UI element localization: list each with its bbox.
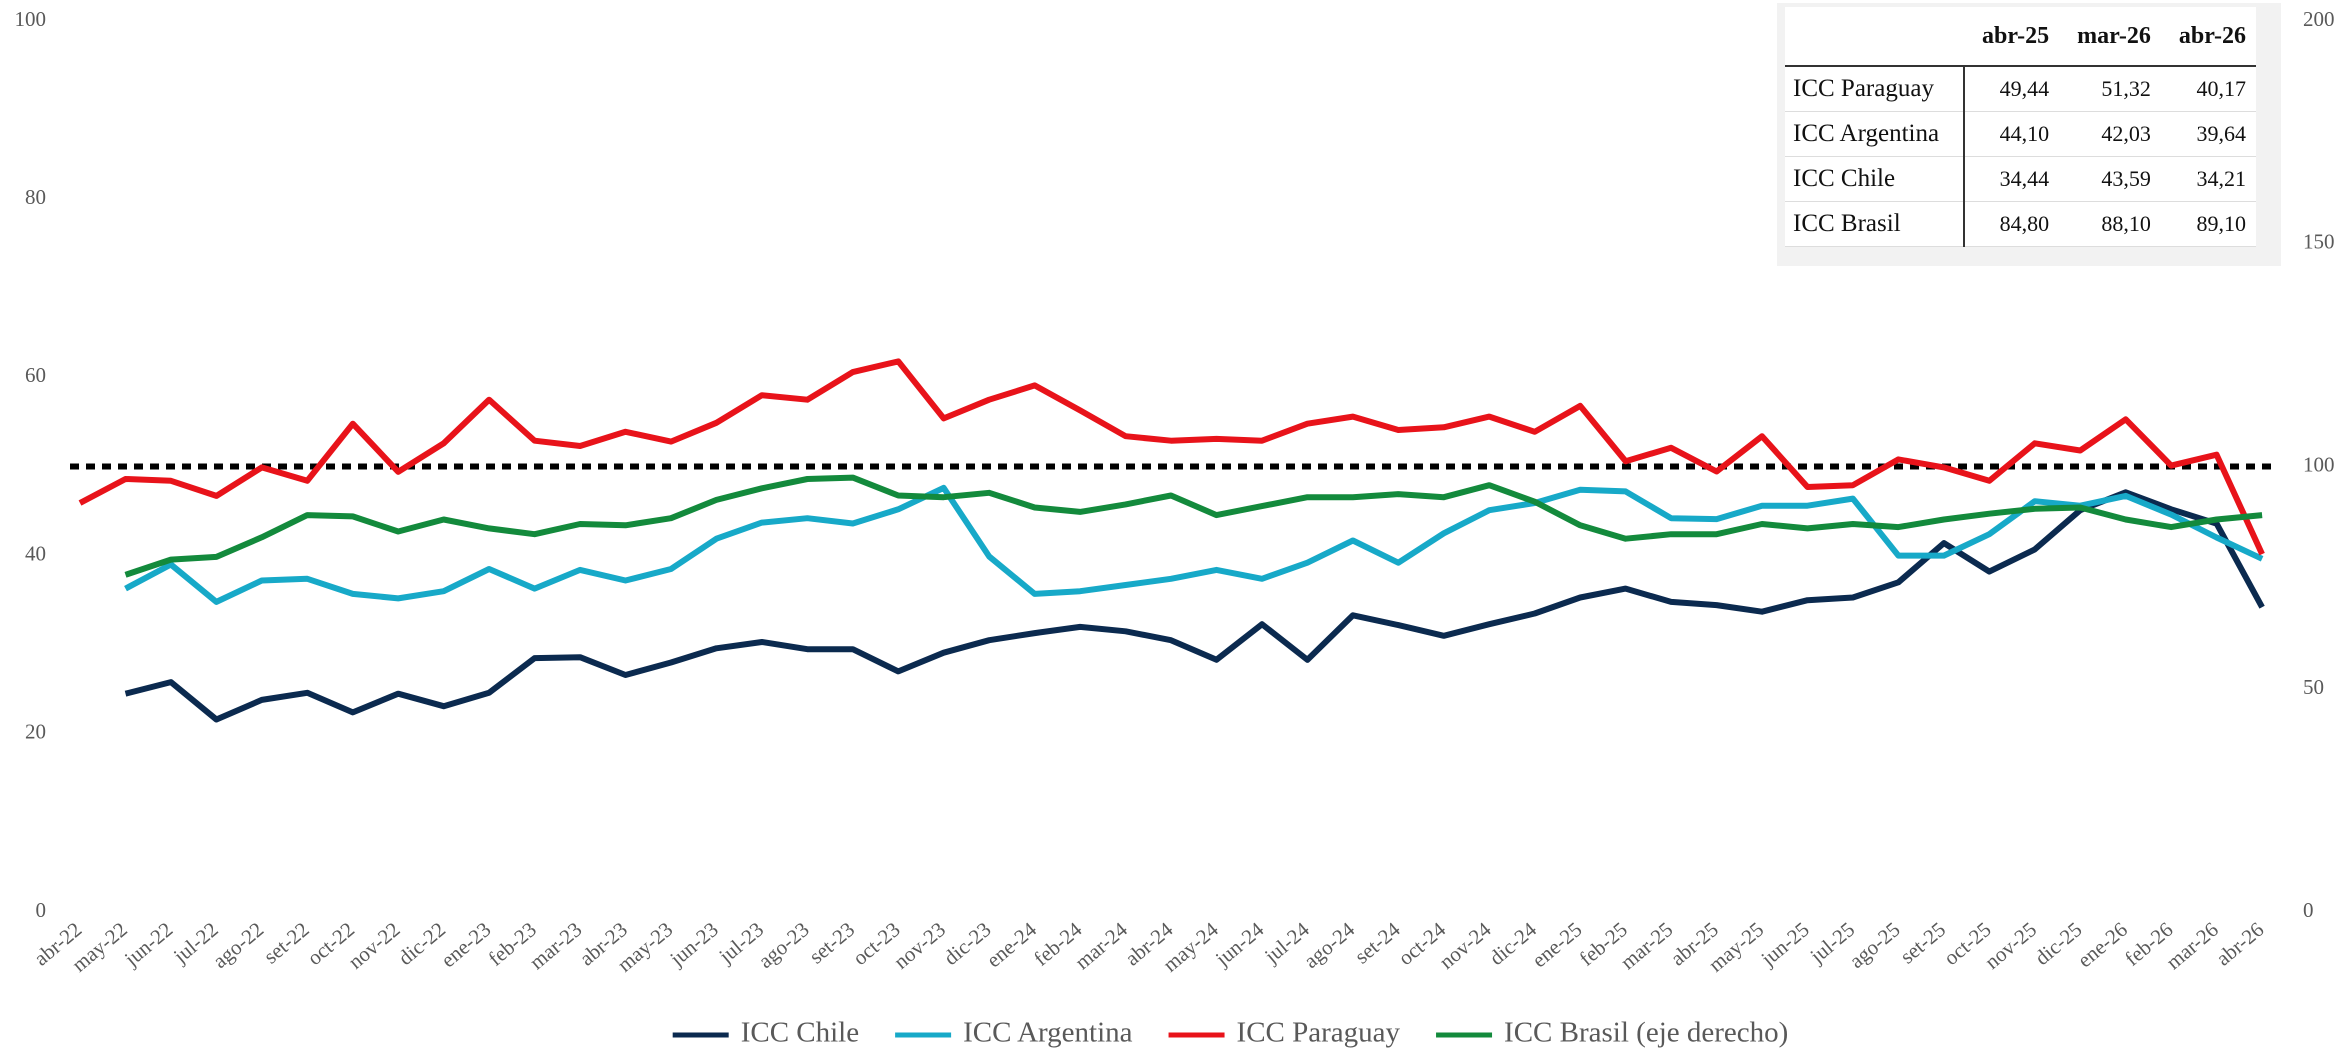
- x-tick-label: set-25: [1895, 917, 1950, 968]
- x-tick-label: nov-24: [1435, 917, 1496, 974]
- table-cell: 49,44: [1964, 66, 2060, 112]
- y-tick-label: 0: [36, 898, 47, 922]
- table-cell: 84,80: [1964, 201, 2060, 247]
- x-tick-label: jun-22: [119, 917, 177, 971]
- x-tick-label: dic-22: [393, 917, 450, 970]
- row-label: ICC Brasil: [1785, 201, 1965, 247]
- x-tick-label: mar-26: [2161, 917, 2223, 974]
- summary-table-box: abr-25 mar-26 abr-26 ICC Paraguay 49,44 51,32…: [1777, 3, 2281, 266]
- x-tick-label: ene-25: [1527, 917, 1586, 972]
- column-header: mar-26: [2059, 7, 2161, 67]
- table-row: ICC Chile 34,44 43,59 34,21: [1785, 156, 2256, 202]
- x-tick-label: ago-24: [1299, 917, 1359, 973]
- x-tick-label: ago-23: [754, 917, 814, 973]
- y2-tick-label: 150: [2303, 230, 2335, 254]
- series-line: [124, 489, 2265, 723]
- x-tick-label: set-24: [1350, 917, 1405, 969]
- series-line: [124, 484, 2264, 605]
- table-corner: [1785, 7, 1964, 67]
- y2-tick-label: 100: [2303, 452, 2335, 476]
- y-tick-label: 40: [25, 541, 46, 565]
- table-cell: 42,03: [2059, 111, 2161, 157]
- row-label: ICC Paraguay: [1785, 66, 1965, 112]
- table-cell: 34,44: [1964, 156, 2060, 202]
- legend-label: ICC Argentina: [963, 1017, 1133, 1049]
- table-cell: 51,32: [2059, 66, 2161, 112]
- x-tick-label: ene-26: [2073, 917, 2132, 972]
- x-tick-label: jun-23: [665, 917, 723, 971]
- x-tick-label: ago-22: [208, 917, 268, 973]
- table-cell: 43,59: [2059, 156, 2161, 202]
- series-line: [124, 474, 2263, 578]
- y2-tick-label: 200: [2303, 7, 2335, 31]
- table-cell: 40,17: [2160, 66, 2256, 112]
- x-tick-label: mar-24: [1070, 917, 1132, 974]
- x-tick-label: ene-23: [436, 917, 495, 972]
- series-line: [78, 358, 2265, 556]
- table-row: ICC Argentina 44,10 42,03 39,64: [1785, 111, 2256, 157]
- table-row: ICC Paraguay 49,44 51,32 40,17: [1785, 66, 2256, 112]
- row-label: ICC Argentina: [1785, 111, 1965, 157]
- table-cell: 89,10: [2160, 201, 2256, 247]
- row-label: ICC Chile: [1785, 156, 1965, 202]
- x-tick-label: nov-23: [889, 917, 950, 974]
- column-header: abr-25: [1964, 7, 2060, 67]
- x-tick-label: set-23: [804, 917, 859, 968]
- x-tick-label: ene-24: [982, 917, 1042, 972]
- x-tick-label: mar-23: [525, 917, 587, 974]
- x-tick-label: mar-25: [1616, 917, 1678, 974]
- legend-label: ICC Paraguay: [1237, 1017, 1401, 1049]
- y-tick-label: 80: [25, 185, 46, 209]
- x-tick-label: dic-25: [2030, 917, 2087, 970]
- legend-label: ICC Brasil (eje derecho): [1504, 1017, 1788, 1049]
- x-tick-label: jun-24: [1210, 917, 1269, 972]
- x-tick-label: nov-25: [1980, 917, 2041, 974]
- x-tick-label: abr-26: [2211, 917, 2268, 970]
- y-tick-label: 60: [25, 363, 46, 387]
- x-tick-label: nov-22: [344, 917, 405, 974]
- column-header: abr-26: [2160, 7, 2256, 67]
- legend: ICC Chile ICC Argentina ICC Paraguay ICC Br…: [672, 1017, 1788, 1049]
- y2-tick-label: 50: [2303, 675, 2324, 699]
- x-tick-label: dic-23: [939, 917, 996, 970]
- table-row: ICC Brasil 84,80 88,10 89,10: [1785, 201, 2256, 247]
- legend-label: ICC Chile: [741, 1017, 859, 1049]
- table-cell: 44,10: [1964, 111, 2060, 157]
- x-tick-label: set-22: [259, 917, 314, 968]
- y-tick-label: 100: [15, 7, 47, 31]
- table-header-row: abr-25 mar-26 abr-26: [1785, 7, 2256, 67]
- y-tick-label: 20: [25, 720, 46, 744]
- table-cell: 34,21: [2160, 156, 2256, 202]
- summary-table: abr-25 mar-26 abr-26 ICC Paraguay 49,44 51,32…: [1785, 7, 2256, 247]
- table-cell: 39,64: [2160, 111, 2256, 157]
- x-tick-label: ago-25: [1845, 917, 1905, 973]
- x-tick-label: jun-25: [1756, 917, 1814, 971]
- y2-tick-label: 0: [2303, 898, 2314, 922]
- table-cell: 88,10: [2059, 201, 2161, 247]
